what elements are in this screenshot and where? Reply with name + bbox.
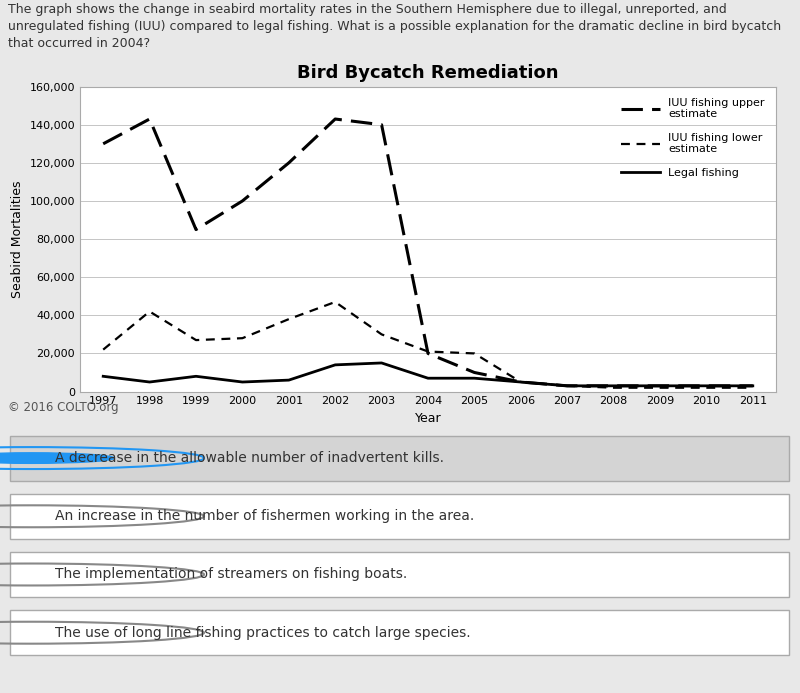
Text: The graph shows the change in seabird mortality rates in the Southern Hemisphere: The graph shows the change in seabird mo… [8, 3, 781, 51]
Circle shape [0, 453, 114, 464]
Text: The implementation of streamers on fishing boats.: The implementation of streamers on fishi… [55, 568, 407, 581]
Text: The use of long line fishing practices to catch large species.: The use of long line fishing practices t… [55, 626, 470, 640]
FancyBboxPatch shape [10, 436, 789, 480]
FancyBboxPatch shape [10, 552, 789, 597]
Title: Bird Bycatch Remediation: Bird Bycatch Remediation [298, 64, 558, 82]
Text: An increase in the number of fishermen working in the area.: An increase in the number of fishermen w… [55, 509, 474, 523]
X-axis label: Year: Year [414, 412, 442, 425]
Text: A decrease in the allowable number of inadvertent kills.: A decrease in the allowable number of in… [55, 451, 444, 465]
Y-axis label: Seabird Mortalities: Seabird Mortalities [11, 180, 24, 298]
FancyBboxPatch shape [10, 611, 789, 655]
Text: © 2016 COLTO.org: © 2016 COLTO.org [8, 401, 118, 414]
FancyBboxPatch shape [10, 494, 789, 538]
Legend: IUU fishing upper
estimate, IUU fishing lower
estimate, Legal fishing: IUU fishing upper estimate, IUU fishing … [615, 92, 770, 183]
